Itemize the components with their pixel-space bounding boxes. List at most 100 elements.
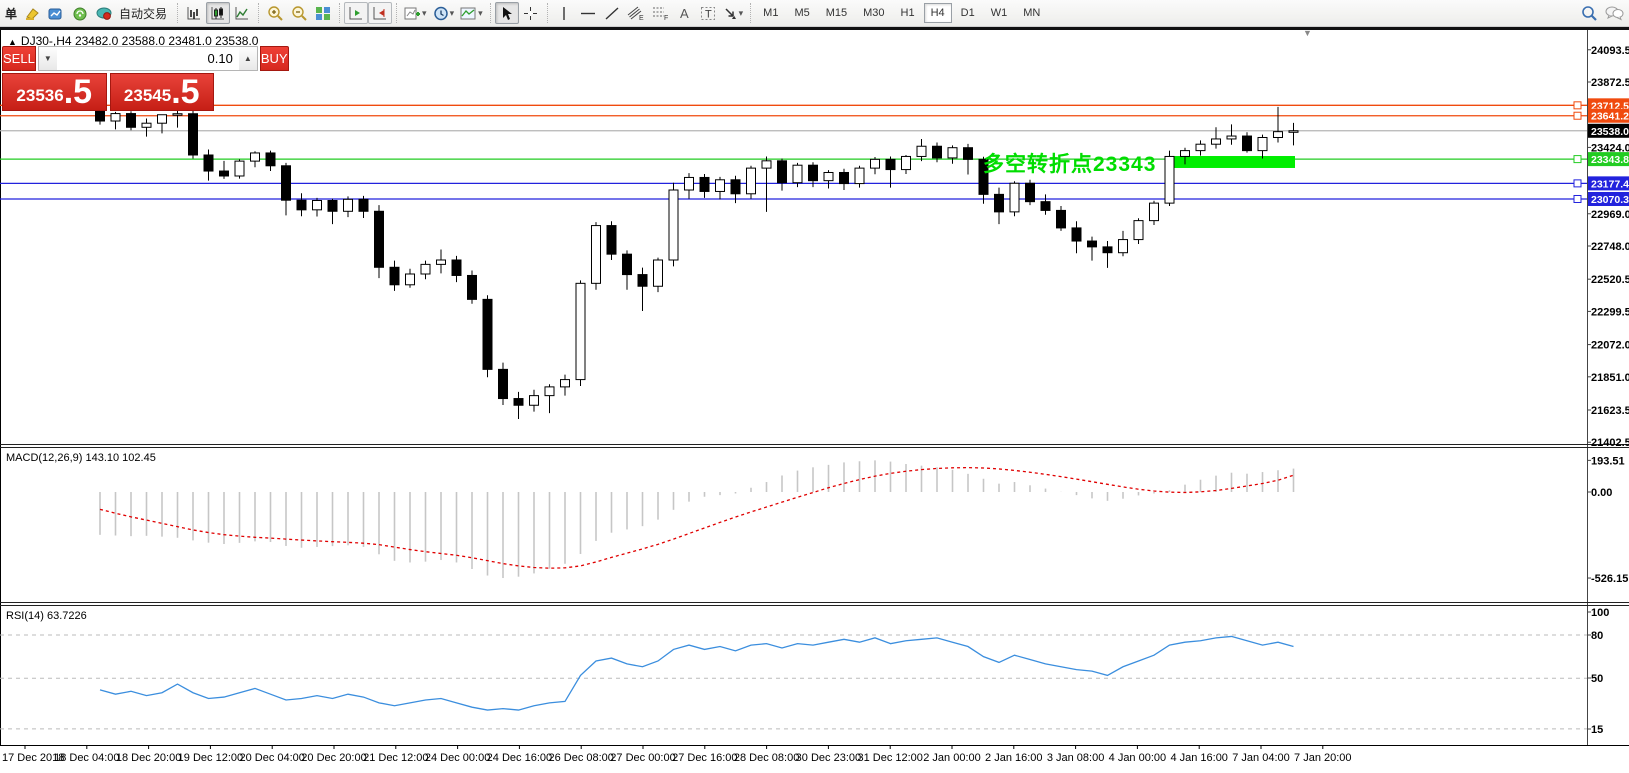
rsi-panel[interactable]: 100 80 50 15 xyxy=(0,607,1609,736)
volume-input[interactable] xyxy=(56,47,239,70)
trendline-tool-button[interactable] xyxy=(600,2,624,24)
highlight-rectangle[interactable] xyxy=(1169,156,1295,168)
buy-price-panel[interactable]: 23545 .5 xyxy=(109,73,214,111)
text-tool-button[interactable]: A xyxy=(672,2,696,24)
autotrading-label: 自动交易 xyxy=(119,6,168,21)
pivot-annotation-text[interactable]: 多空转折点23343 xyxy=(983,152,1157,176)
level-line-23177.4[interactable] xyxy=(0,179,1587,188)
timeframe-button-H4[interactable]: H4 xyxy=(923,3,952,23)
level-line-23712.5[interactable] xyxy=(0,101,1587,110)
buy-button[interactable]: BUY xyxy=(259,46,289,71)
autotrading-button[interactable]: 自动交易 xyxy=(92,2,173,24)
svg-text:▼: ▼ xyxy=(1303,30,1312,38)
crosshair-tool-button[interactable] xyxy=(519,2,543,24)
main-price-panel[interactable]: ▼ xyxy=(0,30,1587,419)
chat-icon[interactable] xyxy=(1601,2,1627,24)
svg-text:24 Dec 00:00: 24 Dec 00:00 xyxy=(425,752,490,764)
timeframe-button-M30[interactable]: M30 xyxy=(863,7,885,19)
svg-text:7 Jan 04:00: 7 Jan 04:00 xyxy=(1232,752,1290,764)
one-click-trading-widget: SELL ▼ ▲ BUY 23536 .5 23545 .5 xyxy=(2,46,289,111)
periods-button[interactable]: ▾ xyxy=(430,2,458,24)
svg-text:21 Dec 12:00: 21 Dec 12:00 xyxy=(363,752,428,764)
svg-text:15: 15 xyxy=(1591,724,1603,736)
toolbar-separator xyxy=(396,3,398,23)
svg-text:23872.5: 23872.5 xyxy=(1591,77,1629,89)
level-line-23641.2[interactable] xyxy=(0,111,1587,120)
cursor-tool-button[interactable] xyxy=(494,2,519,24)
svg-text:22969.0: 22969.0 xyxy=(1591,209,1629,221)
toolbar-separator xyxy=(258,3,260,23)
svg-text:22299.5: 22299.5 xyxy=(1591,306,1629,318)
sell-price-main: 23536 xyxy=(16,86,64,105)
fibonacci-tool-button[interactable]: F xyxy=(648,2,672,24)
svg-text:23538.0: 23538.0 xyxy=(1591,126,1629,138)
chart-title: ▲ DJ30-,H4 23482.0 23588.0 23481.0 23538.… xyxy=(8,34,258,48)
search-icon[interactable] xyxy=(1577,2,1601,24)
dropdown-caret-icon: ▾ xyxy=(422,7,427,18)
line-chart-button[interactable] xyxy=(230,2,254,24)
svg-text:19 Dec 12:00: 19 Dec 12:00 xyxy=(178,752,243,764)
svg-text:31 Dec 12:00: 31 Dec 12:00 xyxy=(857,752,922,764)
svg-text:4 Jan 16:00: 4 Jan 16:00 xyxy=(1170,752,1228,764)
zoom-in-button[interactable] xyxy=(263,2,287,24)
sound-alert-icon[interactable] xyxy=(68,2,92,24)
macd-indicator-label: MACD(12,26,9) 143.10 102.45 xyxy=(6,452,156,464)
buy-price-main: 23545 xyxy=(123,86,172,105)
timeframe-button-W1[interactable]: W1 xyxy=(990,7,1008,19)
symbol-ohlc-label: DJ30-,H4 23482.0 23588.0 23481.0 23538.0 xyxy=(20,34,259,48)
price-badge-23641.2: 23641.2 xyxy=(1588,108,1629,123)
timeframe-button-MN[interactable]: MN xyxy=(1023,7,1041,19)
svg-text:24093.5: 24093.5 xyxy=(1591,45,1629,57)
timeframe-button-D1[interactable]: D1 xyxy=(960,7,975,19)
volume-increase-button[interactable]: ▲ xyxy=(238,47,257,70)
svg-text:2 Jan 16:00: 2 Jan 16:00 xyxy=(985,752,1043,764)
svg-text:21851.0: 21851.0 xyxy=(1591,372,1629,384)
dropdown-caret-icon: ▾ xyxy=(738,7,744,18)
svg-text:A: A xyxy=(680,6,689,21)
collapse-triangle-icon[interactable]: ▲ xyxy=(8,37,17,47)
candlestick-chart-button[interactable] xyxy=(206,2,231,24)
svg-text:22072.0: 22072.0 xyxy=(1591,340,1629,352)
vertical-line-tool-button[interactable] xyxy=(552,2,576,24)
auto-scroll-button[interactable] xyxy=(344,2,369,24)
price-chart-canvas[interactable]: ▼ 24093.5 23872.5 23424.0 22969.0 22748.0 2252… xyxy=(0,30,1629,773)
timeframe-toolbar: M1 M5 M15 M30 H1 H4 D1 W1 MN xyxy=(755,3,1048,23)
level-line-23070.3[interactable] xyxy=(0,194,1587,203)
chart-area[interactable]: ▼ 24093.5 23872.5 23424.0 22969.0 22748.0 2252… xyxy=(0,30,1629,773)
level-line-23343.8[interactable] xyxy=(0,155,1587,164)
equidistant-channel-tool-button[interactable]: E xyxy=(624,2,648,24)
macd-panel[interactable]: 193.51 0.00 -526.15 xyxy=(99,455,1628,585)
price-badge-23538.0: 23538.0 xyxy=(1588,123,1629,138)
highlighter-icon[interactable] xyxy=(20,2,44,24)
chart-shift-button[interactable] xyxy=(368,2,393,24)
timeframe-button-H1[interactable]: H1 xyxy=(900,7,915,19)
candles-layer xyxy=(95,105,1299,419)
svg-text:7 Jan 20:00: 7 Jan 20:00 xyxy=(1294,752,1352,764)
timeframe-button-M15[interactable]: M15 xyxy=(825,7,848,19)
toolbar-separator xyxy=(546,3,548,23)
bar-chart-button[interactable] xyxy=(182,2,206,24)
svg-text:26 Dec 08:00: 26 Dec 08:00 xyxy=(548,752,613,764)
indicators-button[interactable]: ▾ xyxy=(401,2,430,24)
price-badge-23343.8: 23343.8 xyxy=(1588,152,1629,167)
svg-text:3 Jan 08:00: 3 Jan 08:00 xyxy=(1047,752,1105,764)
svg-text:0.00: 0.00 xyxy=(1591,487,1612,499)
volume-decrease-button[interactable]: ▼ xyxy=(38,47,57,70)
sell-button[interactable]: SELL xyxy=(2,46,36,71)
horizontal-line-tool-button[interactable] xyxy=(576,2,600,24)
text-label-tool-button[interactable]: T xyxy=(696,2,720,24)
svg-text:27 Dec 16:00: 27 Dec 16:00 xyxy=(672,752,737,764)
arrows-tool-button[interactable]: ▾ xyxy=(720,2,747,24)
sell-price-panel[interactable]: 23536 .5 xyxy=(2,73,107,111)
price-badge-23177.4: 23177.4 xyxy=(1588,176,1629,191)
timeframe-button-M1[interactable]: M1 xyxy=(763,7,779,19)
svg-text:100: 100 xyxy=(1591,607,1609,619)
toolbar-separator xyxy=(177,3,179,23)
depth-of-market-icon[interactable] xyxy=(44,2,68,24)
timeframe-button-M5[interactable]: M5 xyxy=(794,7,810,19)
zoom-out-button[interactable] xyxy=(287,2,311,24)
tile-windows-button[interactable] xyxy=(311,2,335,24)
new-order-button[interactable]: 单 xyxy=(5,6,18,21)
rsi-indicator-label: RSI(14) 63.7226 xyxy=(6,610,87,622)
templates-button[interactable]: ▾ xyxy=(457,2,486,24)
